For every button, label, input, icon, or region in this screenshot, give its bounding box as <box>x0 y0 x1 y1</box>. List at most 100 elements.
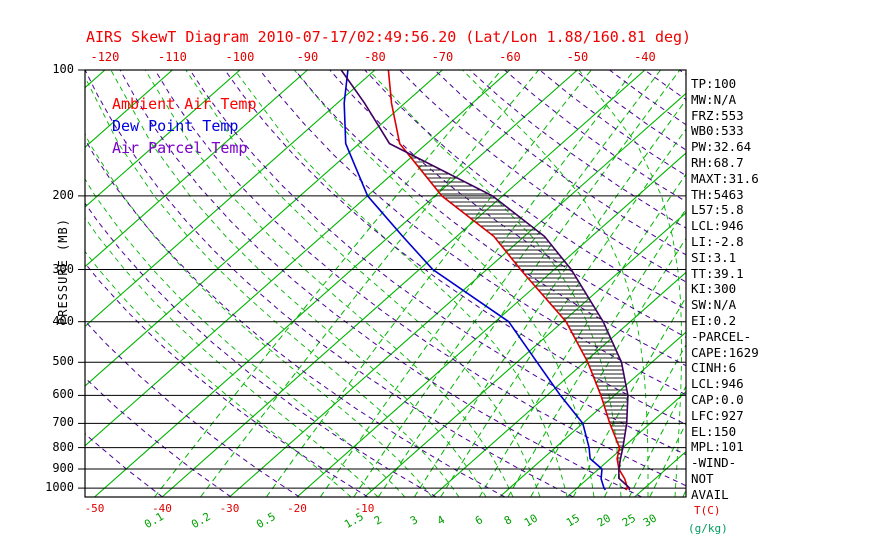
dry-adiabat-line <box>224 70 686 426</box>
dry-adiabat-line <box>399 70 686 283</box>
stat-line: CAPE:1629 <box>691 344 759 360</box>
dry-adiabat-line <box>329 70 686 338</box>
top-temp-tick: -80 <box>364 50 386 64</box>
dry-adiabat-line <box>85 320 300 497</box>
top-temp-tick: -120 <box>90 50 120 64</box>
stat-line: CAP:0.0 <box>691 392 744 407</box>
moist-adiabat-line <box>110 70 487 497</box>
moist-adiabat-line <box>85 76 460 497</box>
stat-line: CINH:6 <box>691 360 737 376</box>
top-temp-tick: -60 <box>499 50 521 64</box>
mixing-ratio-line <box>572 296 686 497</box>
air-parcel-temp-curve <box>340 70 631 491</box>
stat-line: FRZ:553 <box>691 107 744 123</box>
isotherm-line <box>85 70 308 268</box>
pressure-tick-label: 300 <box>52 261 74 276</box>
isotherm-line <box>85 70 106 89</box>
ambient-air-temp-curve <box>387 70 629 491</box>
isotherm-line <box>85 70 173 149</box>
mixing-ratio-line <box>649 422 686 497</box>
pressure-tick-label: 700 <box>52 415 74 430</box>
bottom-temp-tick: -10 <box>354 502 375 515</box>
stat-line: -PARCEL- <box>691 328 752 344</box>
top-temp-tick: -50 <box>566 50 589 64</box>
isotherm-line <box>431 271 686 497</box>
stat-line: L57:5.8 <box>691 202 744 218</box>
moist-adiabat-line <box>144 70 514 497</box>
stat-line: SI:3.1 <box>691 249 737 265</box>
dry-adiabat-line <box>85 70 574 497</box>
plot-border <box>84 69 687 498</box>
bottom-temp-tick: -30 <box>219 502 240 515</box>
mixing-ratio-line <box>628 385 686 497</box>
legend-dew-point-temp: Dew Point Temp <box>112 117 239 135</box>
stat-line: LFC:927 <box>691 407 744 423</box>
chart-title: AIRS SkewT Diagram 2010-07-17/02:49:56.2… <box>86 28 692 46</box>
isotherm-line <box>229 92 686 497</box>
stat-line: MAXT:31.6 <box>691 170 759 186</box>
mixing-ratio-line <box>507 208 686 497</box>
isotherm-line <box>85 70 443 387</box>
isotherm-line <box>85 70 376 328</box>
isotherm-line <box>85 70 241 208</box>
temp-unit-label: T(C) <box>694 504 721 517</box>
top-temp-tick: -100 <box>225 50 255 64</box>
dry-adiabat-line <box>85 202 437 497</box>
dry-adiabat-line <box>259 70 686 396</box>
dew-point-temp-curve <box>343 70 607 491</box>
mixing-ratio-line <box>353 70 661 497</box>
top-temp-tick: -90 <box>296 50 319 64</box>
dry-adiabat-line <box>504 70 686 203</box>
dry-adiabat-line <box>154 70 686 487</box>
pressure-tick-label: 100 <box>52 62 74 76</box>
stat-line: NOT <box>691 471 714 486</box>
stat-line: AVAIL <box>691 486 729 502</box>
stat-line: LCL:946 <box>691 376 744 392</box>
dry-adiabat-line <box>294 70 686 367</box>
moist-adiabat-line <box>462 70 649 497</box>
stat-line: -WIND- <box>691 455 737 471</box>
stat-line: KI:300 <box>691 281 737 297</box>
moist-adiabat-line <box>185 70 541 497</box>
stat-line: EL:150 <box>691 423 737 439</box>
isotherm-line <box>566 391 686 497</box>
dry-adiabat-line <box>469 70 686 229</box>
moist-adiabat-line <box>85 250 352 497</box>
dry-adiabat-line <box>819 70 870 497</box>
stat-line: TT:39.1 <box>691 265 744 281</box>
bottom-temp-tick: -20 <box>287 502 307 515</box>
dry-adiabat-line <box>85 262 369 497</box>
stat-line: RH:68.7 <box>691 155 744 170</box>
dry-adiabat-line <box>784 70 870 497</box>
pressure-tick-label: 500 <box>52 354 74 369</box>
moist-adiabat-line <box>85 132 433 497</box>
pressure-tick-label: 200 <box>52 187 74 202</box>
moist-adiabat-line <box>578 70 683 497</box>
dry-adiabat-line <box>364 70 686 310</box>
moist-adiabat-line <box>234 70 568 497</box>
stat-line: MPL:101 <box>691 439 744 455</box>
stat-line: TH:5463 <box>691 186 744 202</box>
isotherm-line <box>85 70 511 447</box>
bottom-temp-tick: -50 <box>84 502 105 515</box>
isotherm-line <box>161 70 646 497</box>
bottom-temp-tick: -40 <box>152 502 172 515</box>
pressure-tick-label: 400 <box>52 313 74 328</box>
stat-line: PW:32.64 <box>691 139 752 155</box>
dry-adiabat-line <box>189 70 686 456</box>
stat-line: EI:0.2 <box>691 313 737 328</box>
mixing-ratio-line <box>319 70 635 497</box>
pressure-tick-label: 800 <box>52 439 74 454</box>
top-temp-tick: -70 <box>431 50 454 64</box>
isotherm-line <box>0 70 37 497</box>
mixing-unit-label: (g/kg) <box>688 522 728 535</box>
top-temp-tick: -110 <box>157 50 187 64</box>
moist-adiabat-line <box>85 178 406 497</box>
dry-adiabat-line <box>119 70 642 497</box>
moist-adiabat-line <box>293 70 595 497</box>
stat-line: WB0:533 <box>691 123 744 139</box>
mixing-ratio-line <box>154 70 502 497</box>
legend-air-parcel-temp: Air Parcel Temp <box>112 139 248 157</box>
mixing-ratio-line <box>200 70 539 497</box>
